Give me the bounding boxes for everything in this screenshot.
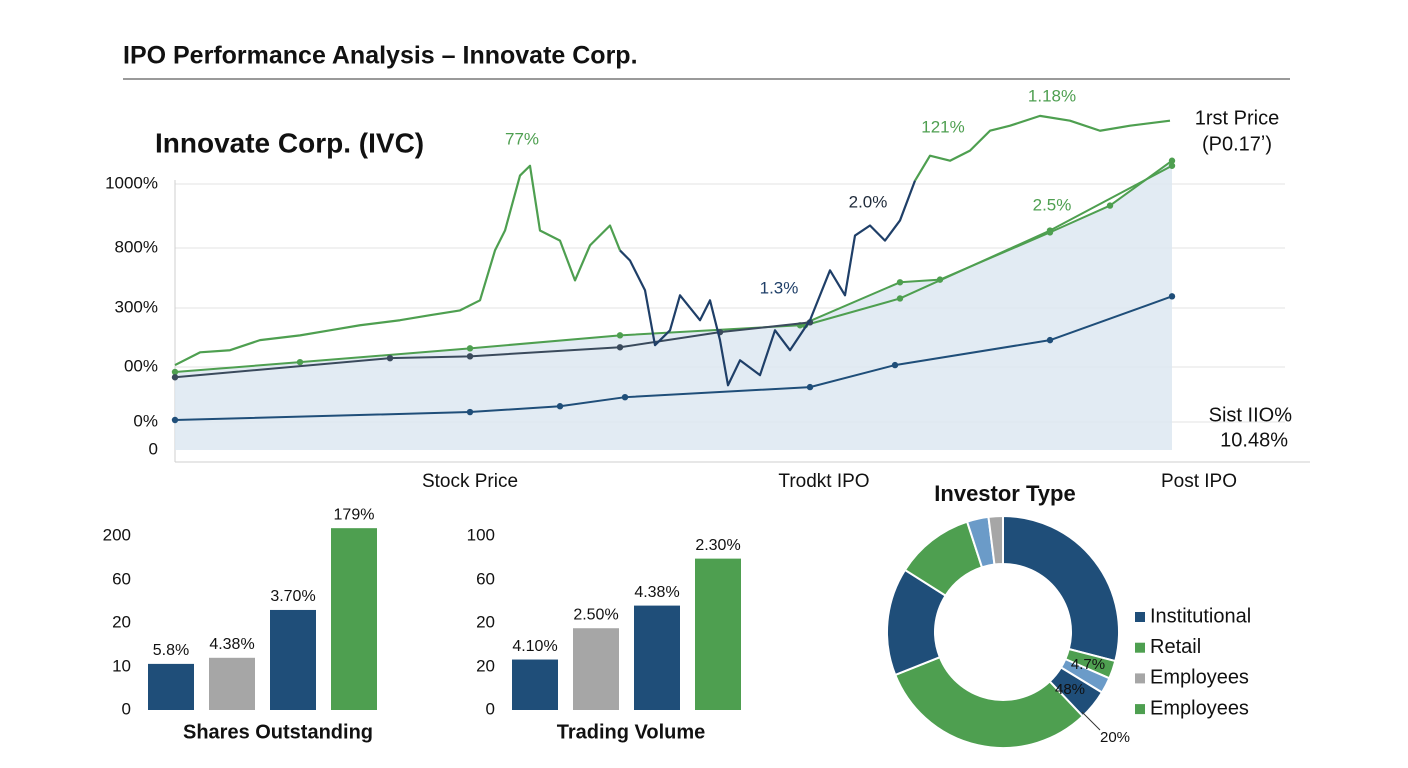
point (296, 358, 304, 366)
annotation: 1rst Price (1195, 107, 1279, 129)
leader-line (1081, 711, 1101, 731)
segment-label: 48% (1055, 681, 1085, 698)
y-axis-label: 20 (476, 656, 495, 675)
line (619, 180, 917, 387)
y-axis-label: 200 (103, 525, 131, 544)
bar (331, 528, 377, 710)
point (621, 393, 629, 401)
area (175, 160, 1172, 450)
legend-label: Retail (1150, 636, 1201, 658)
point (1168, 162, 1176, 169)
bar (634, 605, 680, 710)
y-axis-label: 00% (124, 356, 158, 375)
annotation: 1.18% (1028, 86, 1076, 105)
y-axis-label: 300% (115, 297, 158, 316)
legend-swatch (1135, 642, 1145, 653)
pie-segment (987, 514, 1004, 566)
point (616, 332, 624, 339)
y-axis-label: 60 (112, 569, 131, 588)
bar (270, 609, 316, 710)
segment-label: 20% (1100, 729, 1130, 746)
annotation: 1.3% (760, 278, 799, 297)
point (1106, 202, 1114, 209)
annotation: 77% (505, 129, 539, 148)
bar (209, 657, 255, 710)
point (466, 353, 474, 360)
point (386, 354, 394, 362)
y-axis-label: 0 (486, 699, 495, 718)
line (804, 164, 1173, 327)
chart-title: Investor Type (934, 481, 1075, 506)
annotation: Sist IIO% (1209, 404, 1293, 426)
legend-label: Employees (1150, 697, 1249, 719)
point (1168, 157, 1176, 164)
bar (148, 663, 194, 710)
bar-label: 2.50% (573, 606, 618, 623)
annotation: 10.48% (1220, 429, 1288, 451)
bar-label: 179% (334, 506, 375, 523)
point (896, 295, 904, 302)
y-axis-label: 1000% (105, 173, 158, 192)
point (806, 383, 814, 391)
point (466, 408, 474, 416)
bar-label: 2.30% (695, 537, 740, 554)
x-axis-label: Stock Price (422, 471, 518, 492)
pie-segment (1002, 514, 1120, 663)
point (1168, 293, 1176, 300)
pie-segment (893, 655, 1085, 749)
y-axis-label: 0 (122, 699, 131, 718)
legend-swatch (1135, 704, 1145, 715)
y-axis-label: 10 (112, 656, 131, 675)
line (174, 321, 811, 379)
legend-label: Institutional (1150, 605, 1251, 627)
legend-label: Employees (1150, 667, 1249, 689)
line (174, 159, 1173, 373)
y-axis-label: 800% (115, 237, 158, 256)
chart-title: Trading Volume (557, 721, 706, 743)
y-axis-label: 100 (467, 525, 495, 544)
line (914, 114, 1171, 182)
legend-swatch (1135, 673, 1145, 684)
point (896, 279, 904, 286)
bar (512, 659, 558, 710)
y-axis-label: 20 (476, 612, 495, 631)
point (171, 368, 179, 376)
annotation: 2.0% (849, 192, 888, 211)
point (466, 345, 474, 352)
point (1046, 227, 1054, 234)
bar-label: 4.38% (634, 584, 679, 601)
bar-label: 3.70% (270, 588, 315, 605)
bar (695, 558, 741, 710)
annotation: 2.5% (1033, 195, 1072, 214)
point (1046, 336, 1054, 344)
segment-label: 4.7% (1071, 656, 1105, 673)
page-title: IPO Performance Analysis – Innovate Corp… (123, 42, 638, 70)
x-axis-label: Post IPO (1161, 471, 1237, 492)
y-axis-label: 0 (149, 439, 158, 458)
bar-label: 4.38% (209, 636, 254, 653)
chart-title: Innovate Corp. (IVC) (155, 127, 424, 158)
point (556, 403, 564, 410)
point (171, 416, 179, 424)
point (171, 374, 179, 381)
line (174, 295, 1173, 422)
line (174, 164, 622, 367)
y-axis-label: 20 (112, 612, 131, 631)
point (891, 361, 899, 369)
annotation: (P0.17ʼ) (1202, 133, 1272, 155)
x-axis-label: Trodkt IPO (778, 471, 869, 492)
y-axis-label: 60 (476, 569, 495, 588)
legend-swatch (1135, 612, 1145, 622)
annotation: 121% (921, 117, 964, 136)
bar-label: 5.8% (153, 642, 189, 659)
bar (573, 628, 619, 710)
bar-label: 4.10% (512, 638, 557, 655)
point (616, 344, 624, 351)
chart-title: Shares Outstanding (183, 721, 373, 743)
y-axis-label: 0% (133, 411, 158, 430)
